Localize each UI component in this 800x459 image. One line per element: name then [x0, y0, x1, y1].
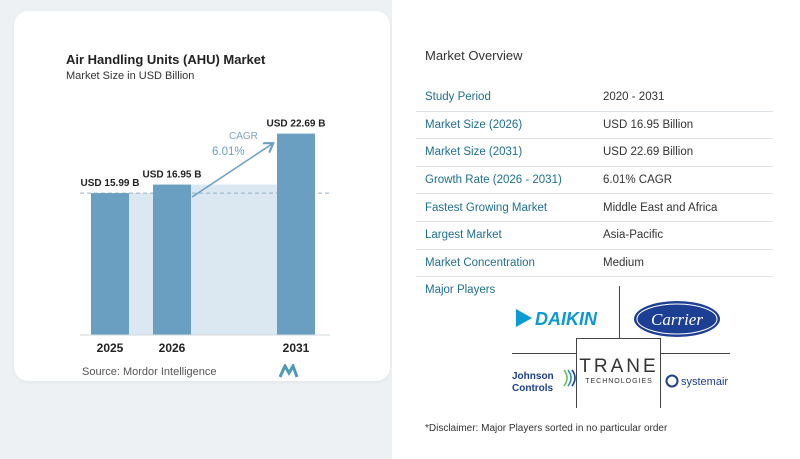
overview-table: Study Period 2020 - 2031 Market Size (2026… — [416, 84, 773, 278]
overview-key: Study Period — [416, 84, 593, 112]
svg-text:TRANE: TRANE — [579, 356, 658, 377]
category-label: 2025 — [97, 341, 124, 355]
grid-line — [660, 353, 730, 354]
overview-value: Asia-Pacific — [593, 221, 773, 250]
disclaimer: *Disclaimer: Major Players sorted in no … — [425, 423, 668, 434]
overview-row: Market Size (2026) USD 16.95 Billion — [416, 111, 773, 140]
daikin-logo: DAIKIN — [516, 309, 598, 329]
major-players-title: Major Players — [425, 284, 496, 296]
overview-key: Fastest Growing Market — [416, 193, 593, 222]
systemair-logo: systemair — [665, 374, 728, 388]
value-label: USD 16.95 B — [143, 170, 202, 181]
svg-text:TECHNOLOGIES: TECHNOLOGIES — [585, 378, 653, 385]
chart-subtitle: Market Size in USD Billion — [66, 70, 195, 82]
chart-title: Air Handling Units (AHU) Market — [66, 52, 266, 67]
overview-value: Medium — [593, 249, 773, 278]
johnson-controls-mark-icon — [563, 369, 576, 387]
grid-line — [576, 338, 577, 408]
trane-logo: TRANE TECHNOLOGIES — [579, 356, 658, 385]
overview-row: Largest Market Asia-Pacific — [416, 221, 773, 250]
grid-line — [576, 338, 661, 339]
overview-value: 2020 - 2031 — [593, 84, 773, 112]
overview-value: 6.01% CAGR — [593, 166, 773, 195]
overview-row: Growth Rate (2026 - 2031) 6.01% CAGR — [416, 166, 773, 195]
systemair-circle-icon — [665, 374, 679, 388]
carrier-logo: Carrier — [634, 301, 720, 337]
svg-text:Johnson: Johnson — [512, 371, 554, 382]
growth-shade — [191, 184, 277, 335]
overview-key: Market Concentration — [416, 249, 593, 278]
bar-2025 — [91, 193, 129, 335]
overview-value: USD 22.69 Billion — [593, 138, 773, 167]
johnson-controls-logo: Johnson Controls — [512, 369, 576, 394]
overview-key: Largest Market — [416, 221, 593, 250]
cagr-label: CAGR — [229, 131, 258, 142]
value-label: USD 22.69 B — [267, 119, 326, 130]
growth-shade — [129, 193, 153, 335]
value-label: USD 15.99 B — [81, 178, 140, 189]
category-label: 2031 — [283, 341, 310, 355]
overview-row: Fastest Growing Market Middle East and Af… — [416, 193, 773, 222]
daikin-triangle-icon — [516, 309, 532, 327]
overview-row: Study Period 2020 - 2031 — [416, 84, 773, 112]
cagr-arrow-icon — [191, 144, 272, 198]
bar-chart: USD 15.99 B 2025 USD 16.95 B 2026 USD 22.69 … — [80, 119, 330, 355]
grid-line — [619, 286, 620, 338]
svg-text:systemair: systemair — [681, 376, 728, 388]
cagr-value: 6.01% — [212, 146, 245, 158]
category-label: 2026 — [159, 341, 186, 355]
overview-value: USD 16.95 Billion — [593, 111, 773, 140]
overview-key: Market Size (2026) — [416, 111, 593, 140]
overview-row: Market Concentration Medium — [416, 249, 773, 278]
overview-key: Market Size (2031) — [416, 138, 593, 167]
grid-line — [660, 338, 661, 408]
svg-text:Controls: Controls — [512, 383, 554, 394]
svg-text:Carrier: Carrier — [651, 310, 703, 329]
overview-title: Market Overview — [425, 48, 523, 63]
mordor-logo-icon — [279, 364, 299, 378]
source-note: Source: Mordor Intelligence — [82, 366, 217, 378]
overview-key: Growth Rate (2026 - 2031) — [416, 166, 593, 195]
overview-row: Market Size (2031) USD 22.69 Billion — [416, 138, 773, 167]
svg-text:DAIKIN: DAIKIN — [535, 309, 598, 329]
overview-value: Middle East and Africa — [593, 193, 773, 222]
bar-2026 — [153, 184, 191, 335]
grid-line — [512, 353, 577, 354]
bar-2031 — [277, 133, 315, 335]
